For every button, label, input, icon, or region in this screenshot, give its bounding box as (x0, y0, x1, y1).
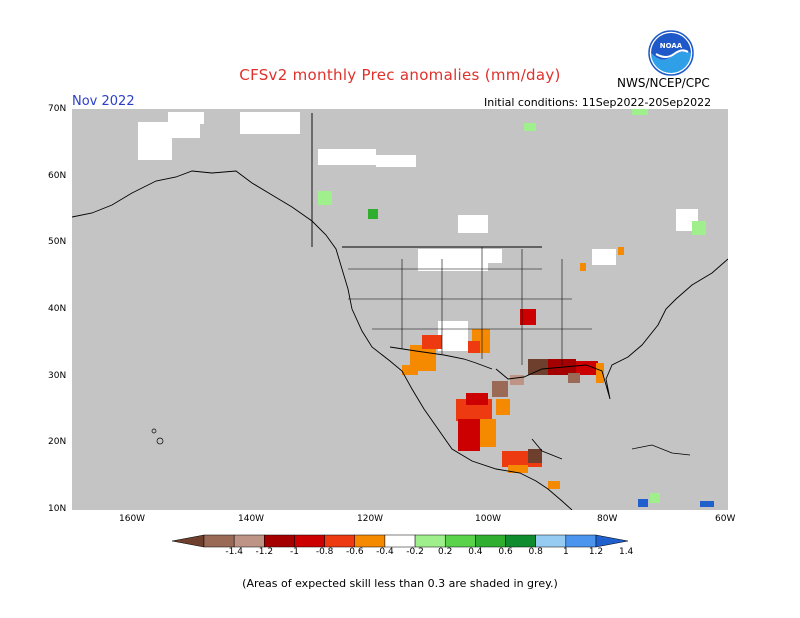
agency-label: NWS/NCEP/CPC (617, 76, 710, 90)
lat-label: 70N (48, 104, 67, 114)
initial-conditions: Initial conditions: 11Sep2022-20Sep2022 (484, 96, 712, 109)
colorbar-label: 1.4 (618, 547, 634, 557)
colorbar-label: 0.8 (528, 547, 543, 557)
colorbar-label: 0.2 (438, 547, 453, 557)
colorbar-label: -1 (289, 547, 299, 557)
dry-patches (402, 247, 624, 489)
lat-label: 40N (48, 304, 67, 314)
precip-anomaly-map (72, 109, 728, 510)
map-background (72, 109, 728, 510)
neutral-patches (138, 112, 698, 351)
colorbar (172, 534, 628, 548)
lon-label: 80W (597, 514, 618, 524)
colorbar-cell (264, 534, 295, 548)
colorbar-label: -0.2 (406, 547, 424, 557)
colorbar-cell (505, 534, 536, 548)
islands (151, 428, 691, 456)
lat-label: 50N (48, 237, 67, 247)
noaa-logo-text: NOAA (660, 42, 683, 50)
colorbar-cell (565, 534, 597, 548)
state-borders (348, 247, 592, 365)
colorbar-cell (414, 534, 446, 548)
colorbar-cell (444, 534, 476, 548)
colorbar-label: 1.2 (588, 547, 604, 557)
colorbar-cell (535, 534, 567, 548)
colorbar-label: -0.4 (376, 547, 394, 557)
colorbar-label: -0.8 (315, 547, 334, 557)
colorbar-label: 0.6 (498, 547, 513, 557)
colorbar-cell (233, 534, 265, 548)
colorbar-cell (475, 534, 506, 548)
coastlines (72, 113, 728, 510)
map-title: CFSv2 monthly Prec anomalies (mm/day) (239, 66, 561, 84)
colorbar-cell (203, 534, 235, 548)
colorbar-cell (354, 534, 386, 548)
noaa-logo: NOAA (648, 30, 694, 76)
colorbar-cell (324, 534, 356, 548)
footnote: (Areas of expected skill less than 0.3 a… (242, 577, 558, 590)
colorbar-label: -0.6 (345, 547, 364, 557)
colorbar-cells (203, 534, 597, 548)
lat-label: 20N (48, 437, 67, 447)
colorbar-cell (384, 534, 416, 548)
colorbar-left-arrow (172, 534, 205, 548)
colorbar-cell (294, 534, 325, 548)
lon-label: 120W (357, 514, 384, 524)
colorbar-right-arrow (595, 534, 628, 548)
lon-label: 100W (475, 514, 502, 524)
colorbar-label: 0.4 (468, 547, 483, 557)
lat-label: 10N (48, 504, 67, 514)
forecast-month: Nov 2022 (72, 94, 135, 109)
lon-label: 60W (715, 514, 736, 524)
colorbar-label: -1.4 (225, 547, 243, 557)
colorbar-label: 1 (562, 547, 569, 557)
lon-label: 140W (238, 514, 265, 524)
wet-patches (318, 109, 714, 507)
colorbar-labels: -1.4 -1.2 -1 -0.8 -0.6 -0.4 -0.2 0.2 0.4 0.6 0.8 1 1… (172, 547, 633, 561)
colorbar-label: -1.2 (255, 547, 274, 557)
lat-label: 30N (48, 371, 67, 381)
lon-label: 160W (119, 514, 146, 524)
lat-label: 60N (48, 171, 67, 181)
